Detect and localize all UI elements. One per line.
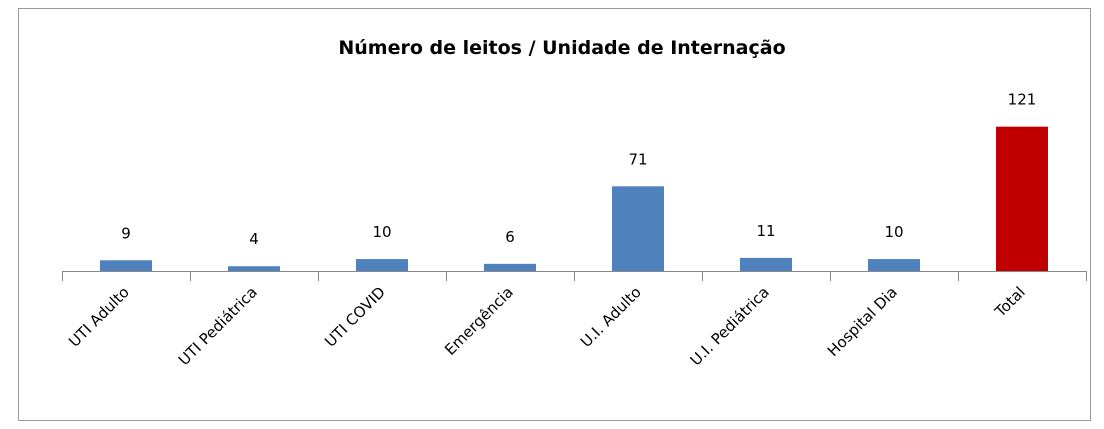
bar — [484, 263, 536, 271]
bar — [100, 260, 152, 271]
bar — [996, 126, 1048, 272]
data-label: 71 — [628, 150, 647, 168]
data-label: 4 — [249, 230, 259, 248]
data-label: 121 — [1008, 91, 1037, 109]
bar — [868, 259, 920, 271]
chart-frame — [18, 8, 1091, 421]
data-label: 6 — [505, 228, 515, 246]
bar — [356, 259, 408, 271]
chart-title: Número de leitos / Unidade de Internação — [338, 37, 785, 59]
bar — [228, 266, 280, 271]
data-label: 10 — [884, 223, 903, 241]
data-label: 10 — [372, 223, 391, 241]
bar — [612, 186, 664, 271]
data-label: 11 — [756, 222, 775, 240]
data-label: 9 — [121, 224, 131, 242]
bar — [740, 257, 792, 271]
